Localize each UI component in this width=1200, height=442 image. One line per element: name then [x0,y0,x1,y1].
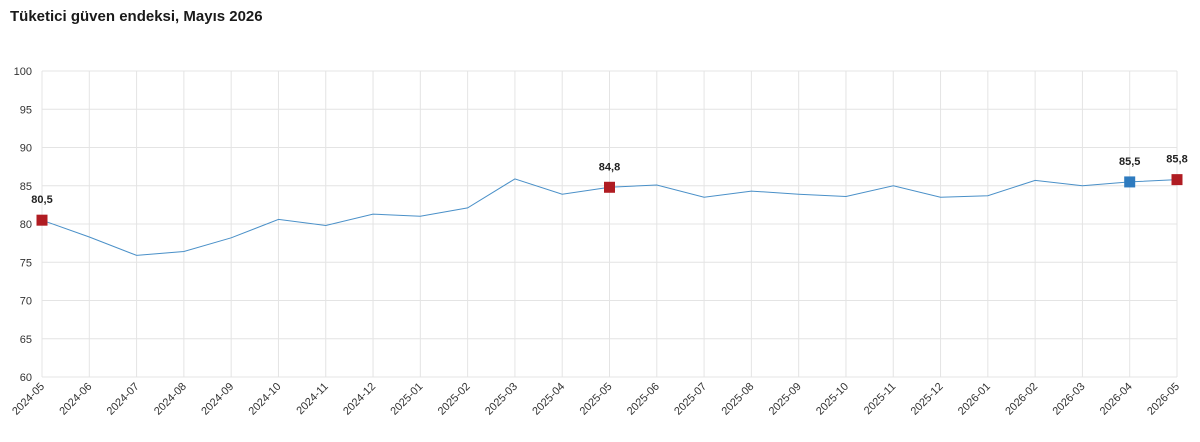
x-tick-label: 2024-05 [10,381,47,418]
x-tick-label: 2026-03 [1051,381,1088,418]
y-tick-label: 90 [20,143,32,155]
highlight-markers: 80,5 84,8 85,5 85,8 [31,154,1188,226]
x-tick-label: 2024-12 [341,381,378,418]
x-tick-label: 2025-12 [909,381,946,418]
y-axis: 60 65 70 75 80 85 90 95 100 [14,66,32,384]
data-point-marker [604,181,615,193]
y-tick-label: 85 [20,181,32,193]
x-tick-label: 2025-05 [578,381,615,418]
x-tick-label: 2026-05 [1145,381,1182,418]
x-tick-label: 2025-03 [483,381,520,418]
y-tick-label: 75 [20,257,32,269]
y-tick-label: 80 [20,219,32,231]
y-tick-label: 70 [20,296,32,308]
x-tick-label: 2025-02 [436,381,473,418]
x-tick-label: 2026-02 [1003,381,1040,418]
x-tick-label: 2025-08 [719,381,756,418]
x-tick-label: 2024-08 [152,381,189,418]
y-tick-label: 60 [20,372,32,384]
data-point-marker [36,214,48,226]
x-tick-label: 2025-09 [767,381,804,418]
x-tick-label: 2025-01 [388,381,425,418]
data-point-marker [1124,176,1136,188]
data-label: 85,8 [1166,154,1187,166]
x-tick-label: 2025-07 [672,381,709,418]
data-point-marker [1171,174,1183,186]
y-tick-label: 95 [20,104,32,116]
x-tick-label: 2024-11 [294,381,330,417]
data-label: 84,8 [599,161,620,173]
x-tick-label: 2025-11 [862,381,898,417]
x-tick-label: 2026-04 [1098,381,1135,418]
x-tick-label: 2025-10 [814,381,851,418]
chart-title: Tüketici güven endeksi, Mayıs 2026 [10,8,263,25]
x-tick-label: 2024-09 [199,381,236,418]
x-tick-label: 2024-10 [247,381,284,418]
x-tick-label: 2025-06 [625,381,662,418]
x-tick-label: 2024-07 [105,381,142,418]
x-axis: 2024-05 2024-06 2024-07 2024-08 2024-09 2024-… [10,381,1182,418]
grid-lines [41,70,1178,378]
data-label: 80,5 [31,194,52,206]
data-label: 85,5 [1119,156,1140,168]
y-tick-label: 100 [14,66,32,78]
x-tick-label: 2025-04 [530,381,567,418]
y-tick-label: 65 [20,334,32,346]
x-tick-label: 2024-06 [57,381,94,418]
x-tick-label: 2026-01 [956,381,993,418]
